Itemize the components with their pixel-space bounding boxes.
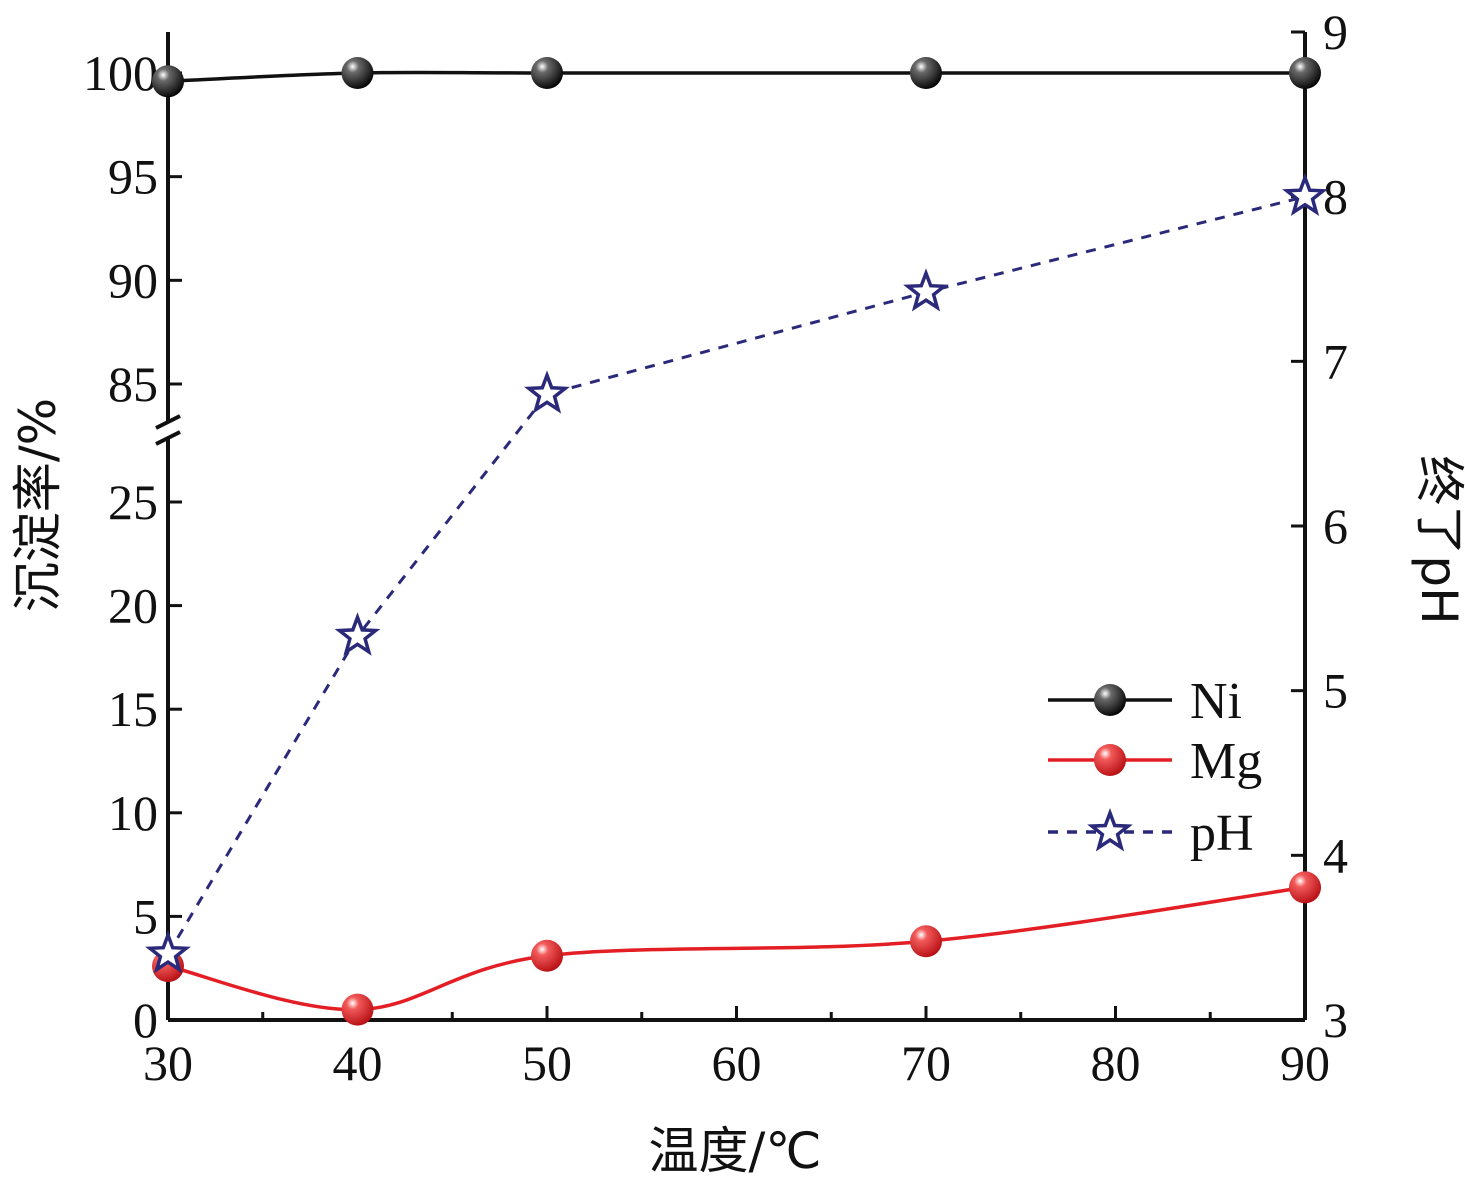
legend-marker-mg bbox=[1094, 744, 1126, 776]
x-tick-label: 70 bbox=[901, 1035, 951, 1091]
data-point-ni bbox=[341, 57, 374, 89]
axes: 30 40 50 60 70 80 90 0 5 10 15 20 25 85 90 95 100 3 4 5 6 7 8 9 bbox=[83, 4, 1348, 1091]
legend-marker-ni bbox=[1094, 684, 1126, 716]
data-point-ph bbox=[334, 612, 381, 656]
y-right-tick-label: 7 bbox=[1323, 333, 1348, 389]
legend-label-ni: Ni bbox=[1190, 673, 1242, 730]
data-point-ph bbox=[524, 370, 570, 414]
data-point-ni bbox=[152, 65, 184, 98]
series-line-ph bbox=[166, 195, 1306, 955]
x-tick-label: 30 bbox=[143, 1035, 193, 1091]
data-point-ph bbox=[903, 268, 949, 312]
axis-break-mark bbox=[155, 430, 181, 446]
y-left-tick-label: 20 bbox=[108, 578, 158, 634]
x-tick-label: 90 bbox=[1280, 1035, 1330, 1091]
legend-label-ph: pH bbox=[1190, 805, 1254, 862]
y-left-tick-label: 10 bbox=[108, 785, 158, 841]
x-tick-label: 50 bbox=[522, 1035, 572, 1091]
y-left-tick-label: 15 bbox=[108, 681, 158, 737]
x-tick-label: 40 bbox=[333, 1035, 383, 1091]
data-point-ph bbox=[1282, 172, 1328, 217]
y-right-tick-label: 4 bbox=[1323, 827, 1348, 883]
plot-area bbox=[145, 57, 1328, 1026]
data-point-mg bbox=[531, 939, 563, 972]
data-point-ni bbox=[910, 57, 942, 89]
y-right-tick-label: 6 bbox=[1323, 498, 1348, 554]
data-point-ni bbox=[1289, 57, 1321, 89]
x-tick-label: 80 bbox=[1091, 1035, 1141, 1091]
legend-marker-ph bbox=[1087, 808, 1133, 852]
data-point-ph bbox=[145, 930, 191, 974]
y-left-tick-label: 95 bbox=[108, 149, 158, 205]
data-point-ni bbox=[531, 57, 563, 89]
y-right-tick-label: 9 bbox=[1323, 4, 1348, 60]
data-point-mg bbox=[1289, 871, 1321, 904]
y-left-tick-label: 90 bbox=[108, 252, 158, 308]
legend-label-mg: Mg bbox=[1190, 733, 1262, 790]
x-tick-label: 60 bbox=[712, 1035, 762, 1091]
y-left-tick-label: 100 bbox=[83, 45, 158, 101]
y-left-tick-label: 25 bbox=[108, 474, 158, 530]
y-left-axis-title: 沉淀率/% bbox=[9, 398, 67, 612]
y-right-tick-label: 8 bbox=[1323, 169, 1348, 225]
y-right-tick-label: 5 bbox=[1323, 663, 1348, 719]
y-left-tick-label: 85 bbox=[108, 356, 158, 412]
series-line-mg bbox=[167, 885, 1306, 1012]
y-right-tick-label: 3 bbox=[1323, 992, 1348, 1048]
y-right-axis-title: 终了pH bbox=[1410, 455, 1465, 624]
data-point-mg bbox=[910, 925, 942, 958]
y-left-tick-label: 0 bbox=[133, 992, 158, 1048]
data-point-mg bbox=[341, 993, 374, 1026]
axis-break-mark bbox=[155, 414, 181, 430]
y-left-tick-label: 5 bbox=[133, 888, 158, 944]
x-axis-title: 温度/℃ bbox=[649, 1122, 822, 1180]
series-line-ni bbox=[167, 70, 1305, 84]
